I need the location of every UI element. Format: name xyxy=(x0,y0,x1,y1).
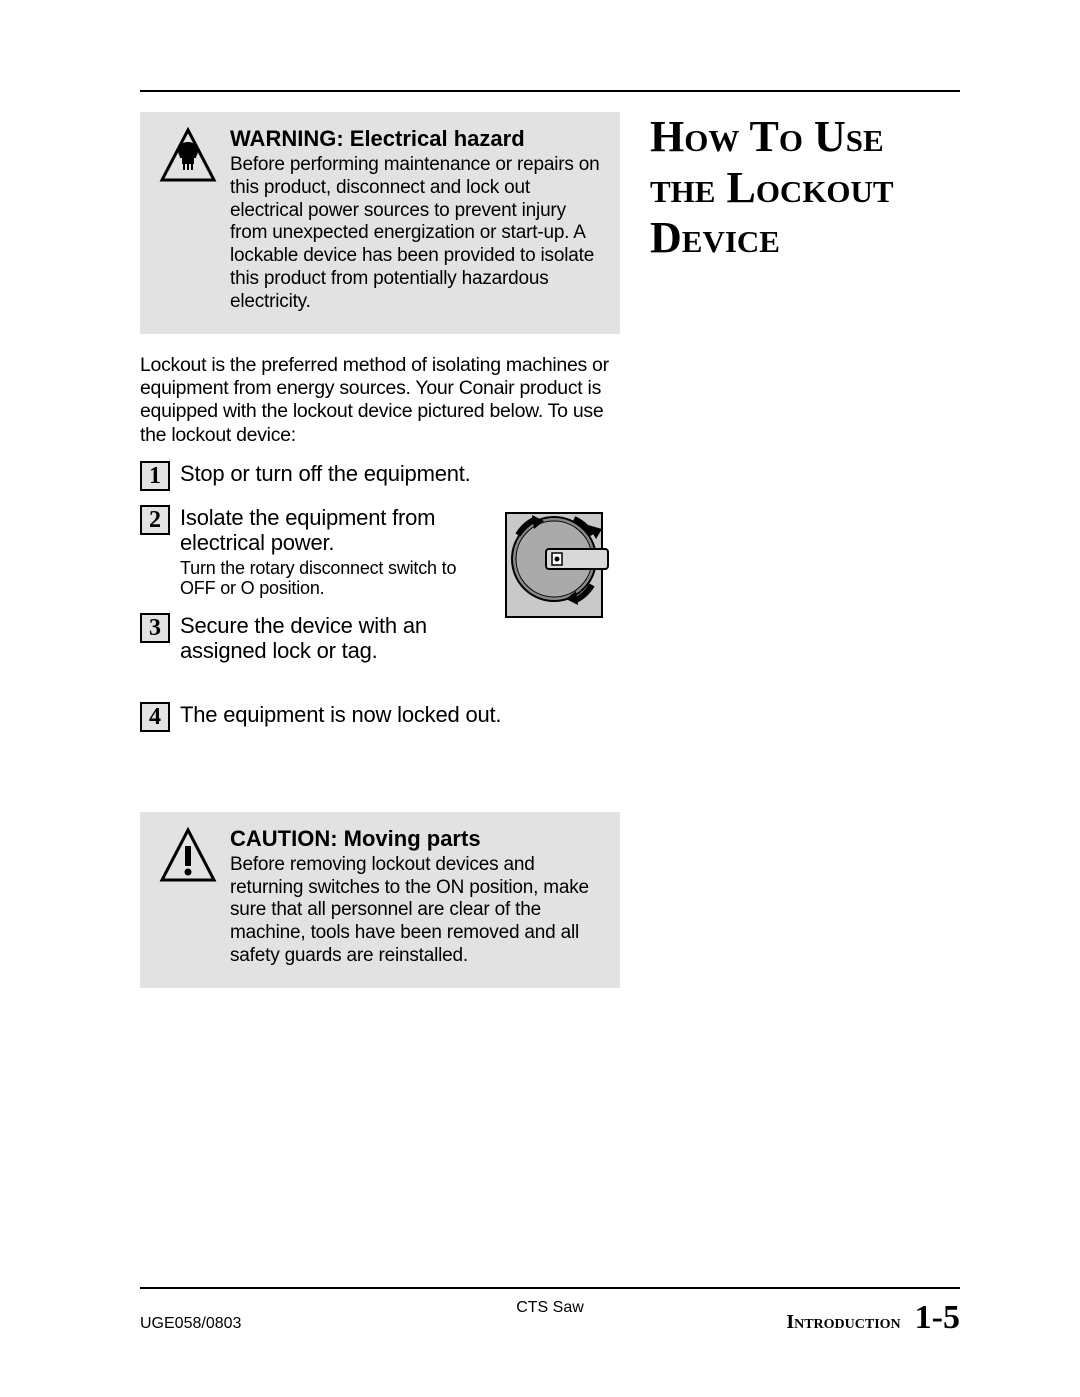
step-title: Secure the device with an assigned lock … xyxy=(180,613,482,664)
page-content: WARNING: Electrical hazard Before perfor… xyxy=(140,90,960,1337)
step-body: Isolate the equipment from electrical po… xyxy=(180,505,482,599)
electrical-hazard-icon xyxy=(158,126,218,190)
warning-box: WARNING: Electrical hazard Before perfor… xyxy=(140,112,620,334)
step-3: 3 Secure the device with an assigned loc… xyxy=(140,613,482,664)
footer-page-number: 1-5 xyxy=(915,1299,960,1337)
caution-content: CAUTION: Moving parts Before removing lo… xyxy=(230,826,602,968)
step-4: 4 The equipment is now locked out. xyxy=(140,702,620,732)
left-column: WARNING: Electrical hazard Before perfor… xyxy=(140,112,620,988)
step-2: 2 Isolate the equipment from electrical … xyxy=(140,505,482,599)
step-1: 1 Stop or turn off the equipment. xyxy=(140,461,620,491)
top-rule xyxy=(140,90,960,92)
right-column: How To Use the Lockout Device xyxy=(650,112,960,988)
step-title: Stop or turn off the equipment. xyxy=(180,461,620,486)
step-title: Isolate the equipment from electrical po… xyxy=(180,505,482,556)
two-column-layout: WARNING: Electrical hazard Before perfor… xyxy=(140,112,960,988)
footer-right: Introduction 1-5 xyxy=(786,1299,960,1337)
caution-box: CAUTION: Moving parts Before removing lo… xyxy=(140,812,620,988)
step-body: Secure the device with an assigned lock … xyxy=(180,613,482,664)
footer-product: CTS Saw xyxy=(516,1299,584,1317)
warning-text: Before performing maintenance or repairs… xyxy=(230,154,602,314)
step-2-row: 2 Isolate the equipment from electrical … xyxy=(140,505,620,678)
step-number: 4 xyxy=(140,702,170,732)
step-body: Stop or turn off the equipment. xyxy=(180,461,620,486)
intro-paragraph: Lockout is the preferred method of isola… xyxy=(140,354,620,448)
step-title: The equipment is now locked out. xyxy=(180,702,620,727)
warning-content: WARNING: Electrical hazard Before perfor… xyxy=(230,126,602,314)
step-number: 3 xyxy=(140,613,170,643)
section-title: How To Use the Lockout Device xyxy=(650,112,960,264)
step-number: 2 xyxy=(140,505,170,535)
rotary-switch-figure xyxy=(500,505,620,630)
caution-title: CAUTION: Moving parts xyxy=(230,826,602,852)
step-number: 1 xyxy=(140,461,170,491)
step-subtext: Turn the rotary disconnect switch to OFF… xyxy=(180,558,482,599)
footer-section-name: Introduction xyxy=(786,1311,900,1334)
caution-icon xyxy=(158,826,218,890)
step-body: The equipment is now locked out. xyxy=(180,702,620,727)
footer-doc-id: UGE058/0803 xyxy=(140,1315,241,1333)
caution-text: Before removing lockout devices and retu… xyxy=(230,854,602,968)
warning-title: WARNING: Electrical hazard xyxy=(230,126,602,152)
steps-list: 1 Stop or turn off the equipment. 2 Isol… xyxy=(140,461,620,732)
page-footer: UGE058/0803 CTS Saw Introduction 1-5 xyxy=(140,1287,960,1337)
caution-wrapper: CAUTION: Moving parts Before removing lo… xyxy=(140,812,620,988)
